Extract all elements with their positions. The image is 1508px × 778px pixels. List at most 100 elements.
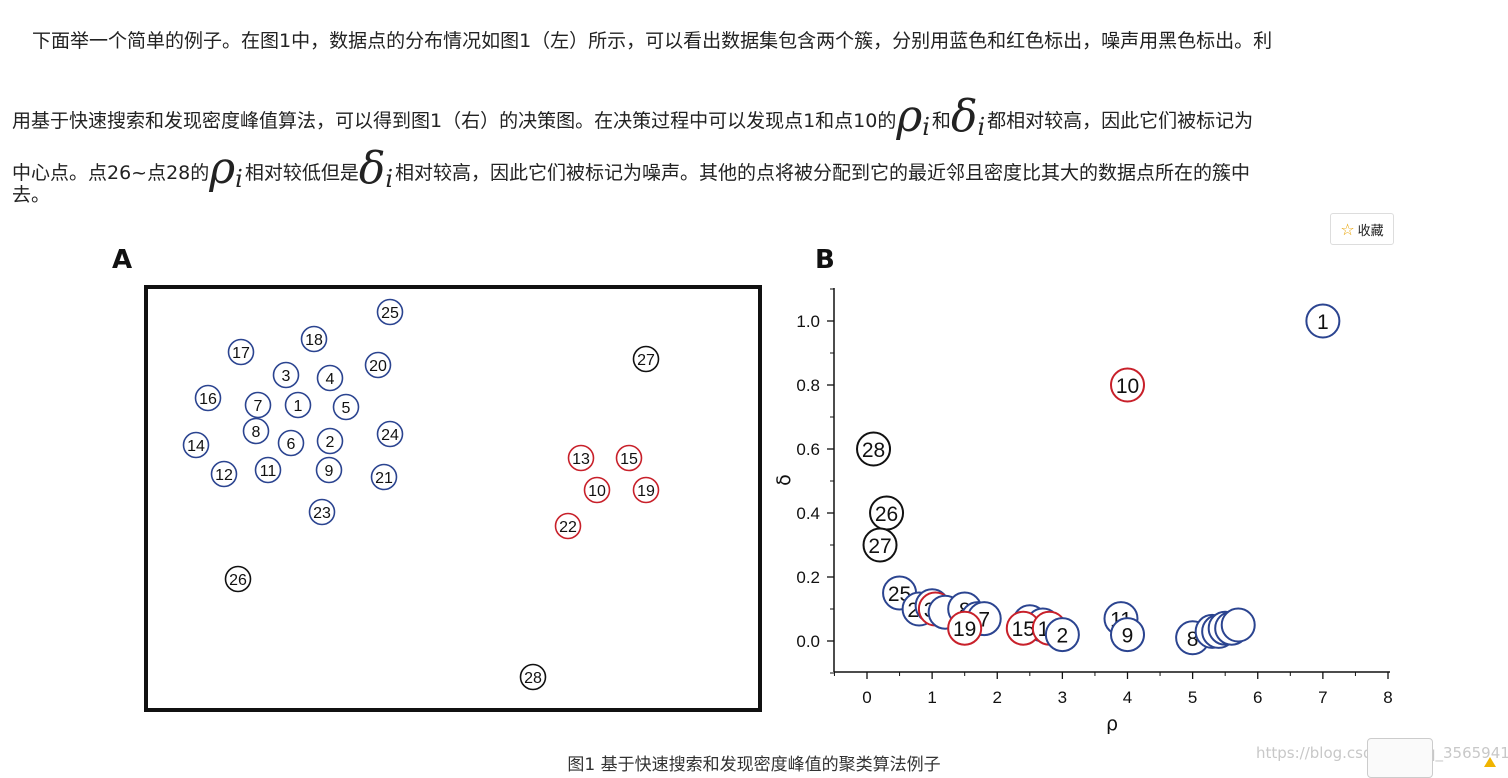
point-circle <box>315 456 343 484</box>
rho-symbol: ρ <box>209 143 236 194</box>
panel-a-point-7: 7 <box>244 391 272 419</box>
figure-caption: 图1 基于快速搜索和发现密度峰值的聚类算法例子 <box>567 755 941 775</box>
x-tick-label: 2 <box>993 688 1002 707</box>
panel-a-point-4: 4 <box>316 364 344 392</box>
point-circle <box>194 384 222 412</box>
paragraph-line-1: 下面举一个简单的例子。在图1中，数据点的分布情况如图1（左）所示，可以看出数据集… <box>12 14 1496 70</box>
point-label: 8 <box>252 424 261 441</box>
x-tick-label: 3 <box>1058 688 1067 707</box>
subscript-i: i <box>977 113 986 141</box>
point-label: 6 <box>287 436 296 453</box>
panel-a-point-22: 22 <box>554 512 582 540</box>
point-circle <box>254 456 282 484</box>
point-label: 18 <box>305 332 323 349</box>
panel-b-point-26: 26 <box>869 495 905 531</box>
article-paragraph: 下面举一个简单的例子。在图1中，数据点的分布情况如图1（左）所示，可以看出数据集… <box>12 14 1496 210</box>
point-label: 8 <box>1187 628 1199 651</box>
point-label: 9 <box>1122 625 1134 648</box>
panel-a-point-2: 2 <box>316 427 344 455</box>
point-label: 24 <box>381 427 399 444</box>
paragraph-text: 下面举一个简单的例子。在图1中，数据点的分布情况如图1（左）所示，可以看出数据集… <box>32 30 1273 52</box>
panel-a-point-18: 18 <box>300 325 328 353</box>
panel-a-point-24: 24 <box>376 420 404 448</box>
panel-b-point-9: 9 <box>1110 617 1145 653</box>
subscript-i: i <box>922 113 930 141</box>
panel-b-point-1: 1 <box>1305 303 1341 339</box>
x-tick-label: 8 <box>1383 688 1392 707</box>
x-tick-label: 4 <box>1123 688 1132 707</box>
point-label: 5 <box>342 400 351 417</box>
panel-a-point-10: 10 <box>583 476 611 504</box>
point-circle <box>284 391 312 419</box>
point-label: 26 <box>229 572 247 589</box>
y-axis-label: δ <box>773 474 795 486</box>
point-circle <box>1110 367 1145 403</box>
paragraph-text: 和 <box>931 110 951 132</box>
panel-a-point-27: 27 <box>632 345 660 373</box>
point-circle <box>632 476 660 504</box>
panel-b-point-unlabeled-26 <box>1220 607 1256 643</box>
point-label: 12 <box>215 467 233 484</box>
panel-a-point-1: 1 <box>284 391 312 419</box>
point-circle <box>244 391 272 419</box>
panel-a-point-26: 26 <box>224 565 252 593</box>
point-label: 9 <box>325 463 334 480</box>
point-label: 20 <box>369 358 387 375</box>
back-to-top-icon[interactable] <box>1484 757 1496 767</box>
point-circle <box>224 565 252 593</box>
point-circle <box>554 512 582 540</box>
point-label: 3 <box>282 368 291 385</box>
x-tick-label: 0 <box>862 688 871 707</box>
point-label: 19 <box>953 618 976 641</box>
point-label: 25 <box>381 305 399 322</box>
point-label: 26 <box>875 503 898 526</box>
panel-a-point-9: 9 <box>315 456 343 484</box>
panel-a-point-14: 14 <box>182 431 210 459</box>
point-label: 2 <box>326 434 335 451</box>
point-circle <box>316 364 344 392</box>
point-circle <box>332 393 360 421</box>
point-circle <box>227 338 255 366</box>
panel-a-point-15: 15 <box>615 444 643 472</box>
floating-toolbar-button[interactable] <box>1367 738 1433 778</box>
panel-a-point-13: 13 <box>567 444 595 472</box>
point-label: 22 <box>559 519 577 536</box>
panel-a-point-3: 3 <box>272 361 300 389</box>
point-label: 1 <box>1317 311 1329 334</box>
point-circle <box>632 345 660 373</box>
point-circle <box>583 476 611 504</box>
point-circle <box>1044 617 1080 653</box>
point-circle <box>1305 303 1341 339</box>
panel-a-point-8: 8 <box>242 417 270 445</box>
paragraph-text: 去。 <box>12 184 51 206</box>
y-tick-label: 0.2 <box>796 568 820 587</box>
point-circle <box>370 463 398 491</box>
paragraph-text: 相对较低但是 <box>244 162 359 184</box>
panel-b-point-2: 2 <box>1044 617 1080 653</box>
point-label: 7 <box>978 609 990 632</box>
y-tick-label: 0.8 <box>796 376 820 395</box>
panel-a-point-17: 17 <box>227 338 255 366</box>
point-label: 11 <box>260 463 277 480</box>
point-label: 1 <box>294 398 303 415</box>
panel-a-points: 123 4567891011121314151617181920212223242… <box>182 298 660 691</box>
panel-a-point-11: 11 <box>254 456 282 484</box>
point-label: 4 <box>326 371 335 388</box>
point-circle <box>242 417 270 445</box>
panel-b-point-19: 19 <box>947 610 983 646</box>
panel-b-point-27: 27 <box>862 527 898 563</box>
x-axis-label: ρ <box>1106 713 1118 735</box>
point-circle <box>856 431 892 467</box>
favorite-button[interactable]: ☆ 收藏 <box>1330 213 1394 245</box>
point-circle <box>947 610 983 646</box>
point-circle <box>1110 617 1145 653</box>
star-icon: ☆ <box>1340 219 1355 239</box>
panel-b-point-28: 28 <box>856 431 892 467</box>
y-tick-label: 0.6 <box>796 440 820 459</box>
subscript-i: i <box>385 165 394 193</box>
y-tick-label: 0.4 <box>796 504 820 523</box>
x-tick-label: 5 <box>1188 688 1197 707</box>
panel-a-point-19: 19 <box>632 476 660 504</box>
panel-b-label: B <box>815 245 835 275</box>
panel-b-point-10: 10 <box>1110 367 1145 403</box>
